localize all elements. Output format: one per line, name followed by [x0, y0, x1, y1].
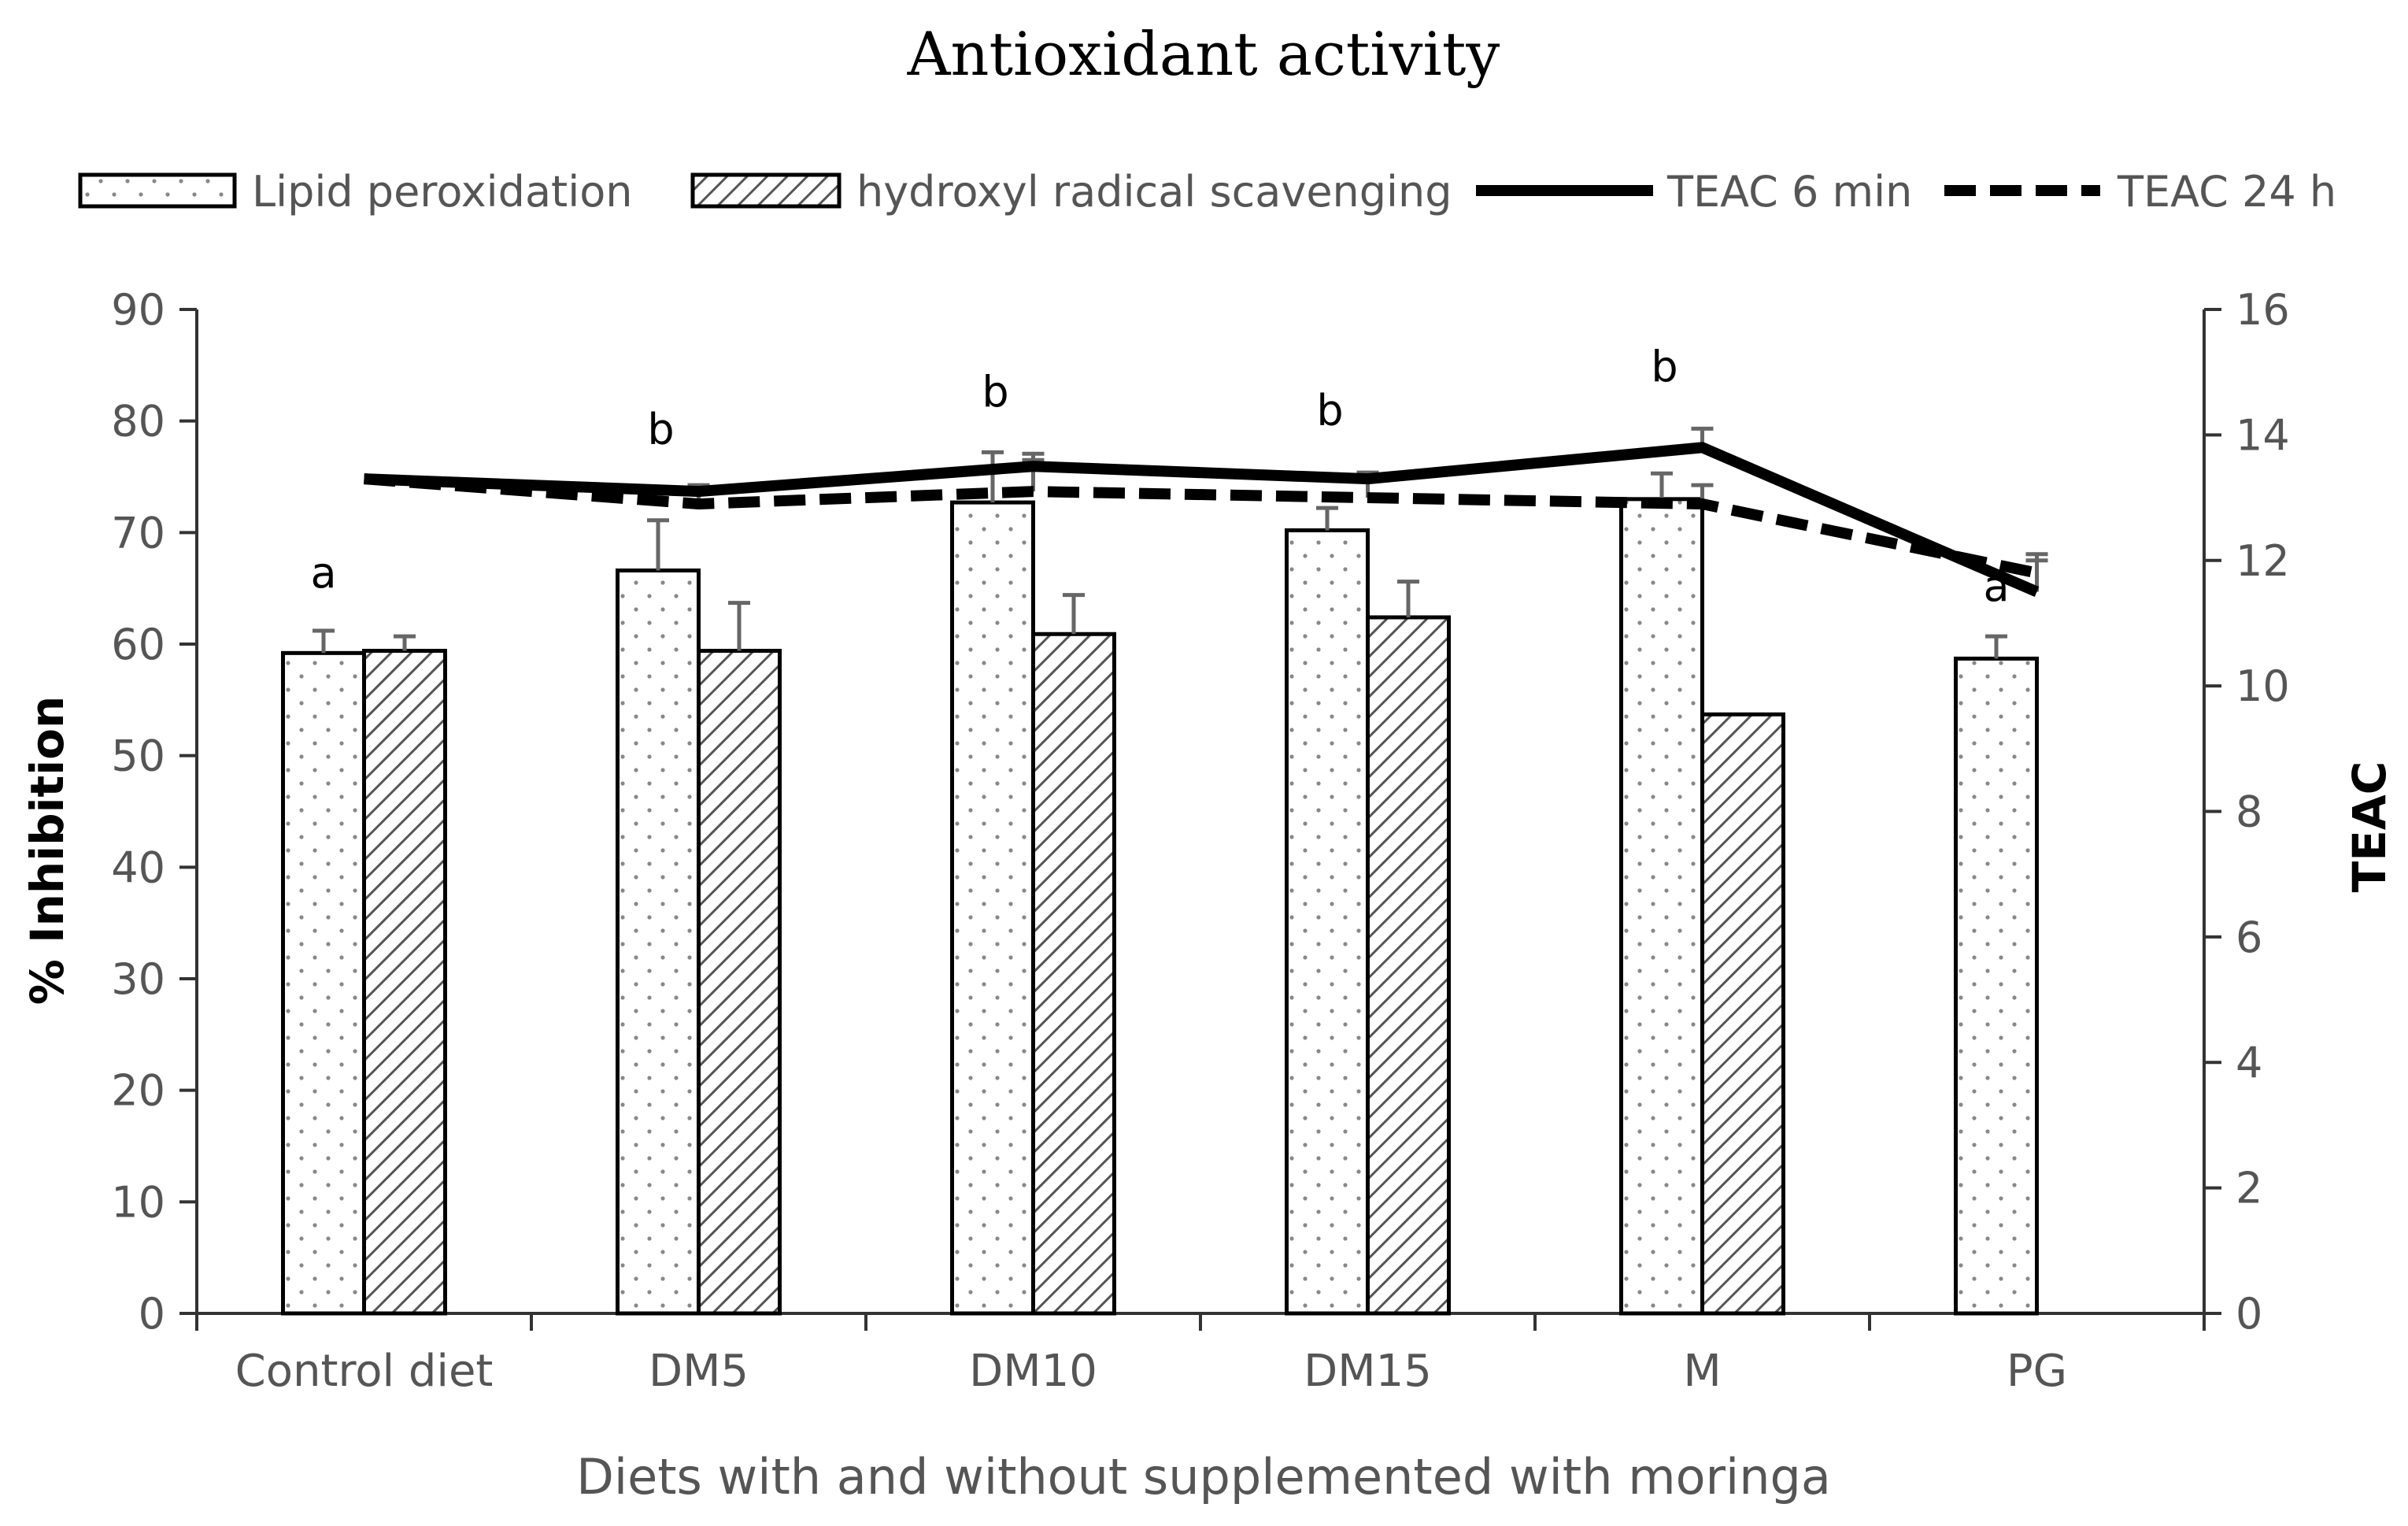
y2-tick-label: 2 [2236, 1164, 2262, 1213]
bar-lipid-peroxidation [1285, 528, 1370, 1316]
x-axis-title: Diets with and without supplemented with… [576, 1448, 1831, 1506]
y2-tick-label: 4 [2236, 1038, 2262, 1087]
error-bars [313, 426, 2048, 659]
legend-label-hydroxyl-radical-scavenging: hydroxyl radical scavenging [856, 167, 1452, 217]
legend: Lipid peroxidation hydroxyl radical scav… [78, 167, 2336, 217]
significance-letter: a [310, 548, 336, 598]
y-tick-label: 0 [139, 1289, 165, 1339]
legend-item-teac-6-min: TEAC 6 min [1476, 167, 1912, 217]
significance-letter: b [1316, 386, 1343, 435]
y-tick-label: 70 [111, 508, 165, 557]
x-tick-label: M [1683, 1346, 1721, 1397]
bar-lipid-peroxidation [616, 569, 701, 1316]
y2-tick-label: 14 [2236, 410, 2290, 460]
bar-lipid-peroxidation [281, 650, 366, 1316]
bar-hydroxyl-radical-scavenging [1700, 712, 1785, 1316]
x-tick-label: DM5 [649, 1346, 749, 1397]
y2-tick-label: 0 [2236, 1289, 2262, 1339]
teac-lines [363, 442, 2040, 598]
y2-axis-title: TEAC [2343, 761, 2396, 893]
y2-tick-label: 8 [2236, 787, 2262, 837]
bar-lipid-peroxidation [1954, 656, 2039, 1316]
y-tick-label: 10 [111, 1177, 165, 1227]
x-tick-label: PG [2007, 1346, 2067, 1397]
legend-label-teac-6-min: TEAC 6 min [1666, 167, 1912, 217]
x-tick-label: DM10 [969, 1346, 1097, 1397]
bar-lipid-peroxidation [950, 500, 1035, 1316]
y2-tick-label: 16 [2236, 285, 2290, 335]
y-tick-label: 20 [111, 1066, 165, 1116]
y2-tick-label: 6 [2236, 913, 2262, 962]
significance-letter: b [647, 405, 674, 454]
legend-label-lipid-peroxidation: Lipid peroxidation [252, 167, 632, 217]
y-tick-label: 40 [111, 843, 165, 892]
y-axis-title: % Inhibition [20, 696, 74, 1006]
x-tick-label: Control diet [235, 1346, 494, 1397]
legend-item-teac-24-h: TEAC 24 h [1944, 167, 2336, 217]
legend-swatch-lipid-peroxidation [78, 172, 237, 209]
legend-swatch-hydroxyl-radical-scavenging [690, 172, 842, 209]
chart-title: Antioxidant activity [907, 19, 1500, 89]
axes: 0 10 20 30 40 50 60 70 80 90 0 2 4 6 8 10 12 14 16 Control … [111, 285, 2289, 1397]
bar-hydroxyl-radical-scavenging [1366, 615, 1451, 1316]
bar-hydroxyl-radical-scavenging [697, 649, 782, 1316]
significance-letter: b [1651, 342, 1677, 391]
bar-hydroxyl-radical-scavenging [362, 649, 447, 1316]
y2-tick-label: 12 [2236, 536, 2290, 586]
y2-tick-label: 10 [2236, 661, 2290, 711]
bars [281, 497, 2039, 1316]
legend-label-teac-24-h: TEAC 24 h [2117, 167, 2336, 217]
bar-hydroxyl-radical-scavenging [1031, 632, 1116, 1316]
y-tick-label: 60 [111, 620, 165, 669]
bar-lipid-peroxidation [1619, 497, 1704, 1316]
legend-item-hydroxyl-radical-scavenging: hydroxyl radical scavenging [690, 167, 1452, 217]
legend-item-lipid-peroxidation: Lipid peroxidation [78, 167, 632, 217]
y-tick-label: 30 [111, 954, 165, 1004]
significance-letters: a b b b b a [310, 342, 2009, 611]
line-teac-24-h [363, 473, 2038, 579]
y-tick-label: 50 [111, 732, 165, 781]
y-tick-label: 80 [111, 397, 165, 446]
significance-letter: a [1983, 561, 2009, 611]
y-tick-label: 90 [111, 285, 165, 335]
x-tick-label: DM15 [1304, 1346, 1432, 1397]
significance-letter: b [982, 367, 1008, 417]
line-teac-6-min [364, 442, 2040, 598]
